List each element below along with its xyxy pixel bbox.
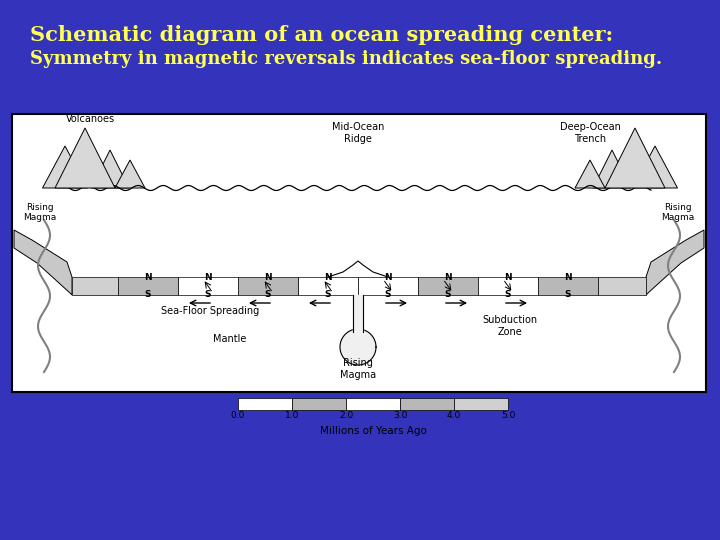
- Text: N: N: [564, 273, 572, 282]
- Bar: [298, 277, 358, 295]
- Text: 4.0: 4.0: [447, 411, 461, 420]
- Bar: [418, 277, 478, 295]
- Polygon shape: [605, 128, 665, 188]
- Text: S: S: [445, 290, 451, 299]
- Text: S: S: [505, 290, 511, 299]
- Bar: [478, 277, 538, 295]
- Bar: [538, 277, 598, 295]
- Text: 1.0: 1.0: [285, 411, 300, 420]
- Text: Mantle: Mantle: [213, 334, 247, 344]
- Text: Millions of Years Ago: Millions of Years Ago: [320, 426, 426, 436]
- Text: N: N: [264, 273, 272, 282]
- Text: S: S: [384, 290, 391, 299]
- Bar: [238, 398, 292, 410]
- Polygon shape: [91, 150, 129, 188]
- Text: Deep-Ocean
Trench: Deep-Ocean Trench: [559, 122, 621, 144]
- Text: S: S: [325, 290, 331, 299]
- Text: N: N: [144, 273, 152, 282]
- Polygon shape: [340, 329, 376, 365]
- Text: Sea-Floor Spreading: Sea-Floor Spreading: [161, 306, 259, 316]
- Polygon shape: [593, 150, 631, 188]
- Polygon shape: [14, 230, 72, 295]
- Bar: [598, 277, 646, 295]
- Polygon shape: [55, 128, 115, 188]
- Text: Schematic diagram of an ocean spreading center:: Schematic diagram of an ocean spreading …: [30, 25, 613, 45]
- Bar: [292, 398, 346, 410]
- Text: Symmetry in magnetic reversals indicates sea-floor spreading.: Symmetry in magnetic reversals indicates…: [30, 50, 662, 68]
- Text: N: N: [504, 273, 512, 282]
- Polygon shape: [14, 235, 704, 390]
- Text: Mid-Ocean
Ridge: Mid-Ocean Ridge: [332, 122, 384, 144]
- Polygon shape: [632, 146, 678, 188]
- Bar: [118, 277, 178, 295]
- Text: 0.0: 0.0: [231, 411, 246, 420]
- Text: S: S: [564, 290, 571, 299]
- Bar: [12, 114, 706, 392]
- Text: Subduction
Zone: Subduction Zone: [482, 315, 538, 337]
- Bar: [400, 398, 454, 410]
- Polygon shape: [646, 230, 704, 295]
- Text: N: N: [324, 273, 332, 282]
- Bar: [238, 277, 298, 295]
- Text: Rising
Magma: Rising Magma: [340, 359, 376, 380]
- Bar: [346, 398, 400, 410]
- Polygon shape: [42, 146, 88, 188]
- Text: S: S: [145, 290, 151, 299]
- Polygon shape: [115, 160, 145, 188]
- Text: N: N: [384, 273, 392, 282]
- Text: S: S: [265, 290, 271, 299]
- Text: 3.0: 3.0: [393, 411, 408, 420]
- Text: S: S: [204, 290, 211, 299]
- Polygon shape: [575, 160, 605, 188]
- Bar: [178, 277, 238, 295]
- Bar: [72, 277, 118, 295]
- Text: Rising
Magma: Rising Magma: [662, 202, 695, 222]
- Text: 2.0: 2.0: [339, 411, 353, 420]
- Text: N: N: [204, 273, 212, 282]
- Text: 5.0: 5.0: [501, 411, 516, 420]
- Bar: [454, 398, 508, 410]
- Text: N: N: [444, 273, 452, 282]
- Bar: [358, 277, 418, 295]
- Text: Volcanoes: Volcanoes: [66, 114, 114, 124]
- Text: Rising
Magma: Rising Magma: [23, 202, 57, 222]
